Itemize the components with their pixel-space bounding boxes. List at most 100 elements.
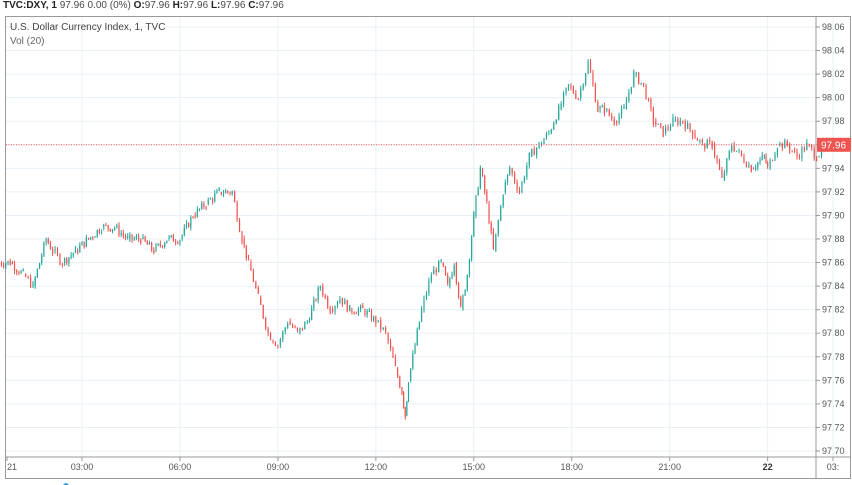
candle-body <box>606 109 608 111</box>
legend-title[interactable]: U.S. Dollar Currency Index, 1, TVC <box>10 22 166 33</box>
candle-body <box>52 249 54 253</box>
candle-body <box>364 309 366 316</box>
candle-body <box>682 120 684 123</box>
candle-body <box>475 195 477 216</box>
candle-body <box>20 270 22 274</box>
candle-body <box>597 102 599 112</box>
candle-body <box>262 305 264 318</box>
candle-body <box>502 195 504 206</box>
candle-body <box>296 327 299 332</box>
candle-body <box>153 249 155 254</box>
x-tick-label: 18:00 <box>560 462 583 472</box>
candle-body <box>752 168 755 170</box>
candle-body <box>642 82 645 85</box>
candle-body <box>205 207 207 208</box>
close-value: 97.96 <box>258 0 284 11</box>
candle-body <box>87 237 90 240</box>
candle-body <box>334 306 336 312</box>
candle-body <box>124 235 127 238</box>
candle-body <box>442 262 444 267</box>
candle-body <box>357 309 360 314</box>
candle-body <box>399 376 401 388</box>
candle-body <box>403 392 405 408</box>
last-price: 97.96 <box>59 0 85 11</box>
candle-body <box>81 241 83 246</box>
candle-body <box>438 260 440 273</box>
candle-body <box>464 289 466 296</box>
candle-body <box>135 236 138 239</box>
candle-body <box>706 140 708 149</box>
candle-body <box>279 339 281 345</box>
candle-body <box>344 300 346 305</box>
candle-body <box>506 174 509 183</box>
candle-body <box>567 84 570 88</box>
candle-body <box>813 148 815 159</box>
candle-body <box>793 150 796 152</box>
candle-body <box>3 264 5 267</box>
candle-body <box>94 236 96 238</box>
chart-frame[interactable] <box>5 16 851 479</box>
candle-body <box>633 71 635 87</box>
legend-indicator[interactable]: Vol (20) <box>10 36 45 47</box>
candle-body <box>397 368 399 377</box>
candle-body <box>225 190 227 194</box>
candle-body <box>684 121 686 129</box>
candle-body <box>209 198 212 200</box>
candle-body <box>755 167 757 170</box>
candle-body <box>811 144 813 149</box>
candle-body <box>745 162 748 167</box>
candle-body <box>738 150 740 152</box>
candle-body <box>360 305 362 310</box>
candle-body <box>257 287 259 294</box>
candle-body <box>449 278 451 287</box>
candle-body <box>289 321 291 325</box>
candle-body <box>757 162 759 168</box>
candle-body <box>56 249 59 255</box>
candle-body <box>294 327 296 329</box>
candle-body <box>385 327 387 332</box>
candle-body <box>218 188 220 191</box>
candle-body <box>652 108 654 124</box>
candle-body <box>250 262 252 271</box>
candle-body <box>59 254 61 265</box>
candle-body <box>164 243 166 247</box>
candle-body <box>699 140 701 141</box>
candle-body <box>645 85 647 99</box>
candle-body <box>109 228 111 232</box>
candle-body <box>161 245 164 247</box>
candle-body <box>137 236 140 240</box>
current-price-label: 97.96 <box>821 140 846 151</box>
candle-body <box>370 311 373 321</box>
candle-body <box>194 215 196 217</box>
candle-body <box>77 250 79 253</box>
candle-body <box>767 162 769 167</box>
candle-body <box>92 237 94 238</box>
candle-body <box>304 322 306 330</box>
candle-body <box>791 150 793 152</box>
candle-body <box>548 132 550 134</box>
candle-body <box>423 298 425 310</box>
candle-body <box>66 258 68 264</box>
candle-body <box>329 307 331 314</box>
open-value: 97.96 <box>144 0 170 11</box>
candle-body <box>157 243 159 245</box>
candle-body <box>803 147 805 151</box>
candle-body <box>759 159 761 163</box>
candle-body <box>319 286 321 289</box>
candle-body <box>674 118 677 122</box>
candle-body <box>420 308 423 322</box>
candle-body <box>116 225 118 228</box>
candle-body <box>444 266 447 276</box>
candle-body <box>560 103 562 110</box>
candle-body <box>255 282 257 288</box>
candle-body <box>404 407 406 418</box>
high-label: H: <box>172 0 184 11</box>
candle-body <box>389 341 392 349</box>
candle-body <box>140 239 142 244</box>
symbol-header: TVC:DXY, 1 97.96 0.00 (0%) O:97.96 H:97.… <box>3 0 284 14</box>
candle-body <box>798 156 801 159</box>
candle-body <box>32 282 34 288</box>
candle-body <box>25 274 27 277</box>
candle-body <box>665 127 667 133</box>
